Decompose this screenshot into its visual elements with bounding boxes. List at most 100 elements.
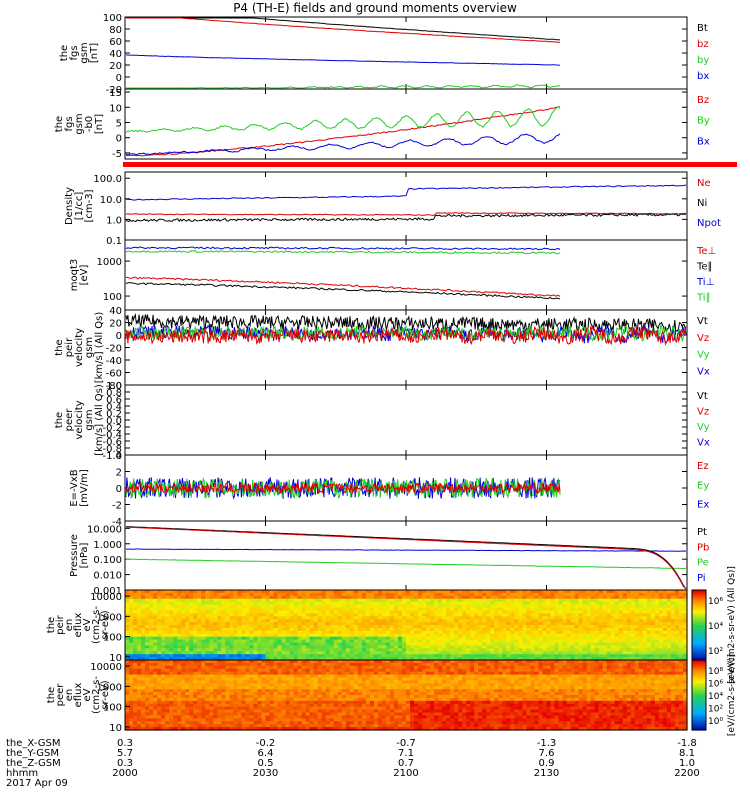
spectrogram-cell	[658, 601, 664, 606]
spectrogram-cell	[173, 668, 178, 673]
spectrogram-cell	[157, 604, 162, 609]
spectrogram-cell	[574, 625, 580, 629]
spectrogram-cell	[241, 592, 247, 597]
spectrogram-cell	[185, 627, 190, 632]
spectrogram-cell	[253, 727, 259, 731]
spectrogram-cell	[337, 721, 343, 725]
spectrogram-cell	[502, 619, 507, 623]
spectrogram-cell	[289, 706, 295, 711]
spectrogram-cell	[129, 657, 134, 661]
spectrogram-cell	[273, 695, 279, 699]
page-title: P4 (TH-E) fields and ground moments over…	[233, 1, 517, 15]
spectrogram-cell	[313, 712, 319, 717]
spectrogram-cell	[353, 616, 359, 620]
spectrogram-cell	[329, 689, 335, 693]
spectrogram-cell	[261, 674, 267, 679]
spectrogram-cell	[466, 590, 471, 594]
spectrogram-cell	[149, 642, 154, 647]
spectrogram-cell	[566, 590, 572, 594]
spectrogram-cell	[337, 639, 343, 644]
spectrogram-cell	[305, 727, 311, 731]
spectrogram-cell	[418, 630, 423, 635]
spectrogram-cell	[225, 677, 230, 682]
spectrogram-cell	[177, 616, 182, 620]
spectrogram-cell	[666, 636, 672, 641]
spectrogram-cell	[189, 677, 194, 682]
spectrogram-cell	[377, 616, 383, 620]
spectrogram-cell	[446, 636, 451, 641]
spectrogram-cell	[385, 630, 391, 635]
spectrogram-cell	[430, 595, 435, 600]
spectrogram-cell	[153, 662, 158, 667]
spectrogram-cell	[233, 671, 238, 676]
spectrogram-cell	[201, 665, 206, 670]
spectrogram-cell	[602, 651, 608, 655]
spectrogram-cell	[602, 639, 608, 644]
spectrogram-cell	[305, 604, 311, 609]
spectrogram-cell	[145, 686, 150, 690]
spectrogram-cell	[578, 613, 584, 617]
y-axis-label: the peir velocity gsm [km/s] (All Qs)	[54, 312, 105, 384]
spectrogram-cell	[213, 683, 218, 687]
spectrogram-cell	[285, 709, 291, 714]
spectrogram-cell	[578, 610, 584, 614]
legend-entry: Vx	[697, 438, 710, 449]
spectrogram-cell	[458, 657, 463, 661]
spectrogram-cell	[213, 625, 218, 629]
spectrogram-cell	[313, 645, 319, 649]
spectrogram-cell	[345, 625, 351, 629]
spectrogram-cell	[658, 654, 664, 658]
spectrogram-cell	[309, 616, 315, 620]
spectrogram-cell	[369, 636, 375, 641]
spectrogram-cell	[173, 709, 178, 714]
spectrogram-cell	[634, 645, 640, 649]
spectrogram-cell	[157, 622, 162, 626]
spectrogram-cell	[277, 683, 283, 687]
spectrogram-cell	[598, 648, 604, 652]
spectrogram-cell	[341, 619, 347, 623]
spectrogram-cell	[281, 706, 287, 711]
spectrogram-cell	[173, 604, 178, 609]
spectrogram-cell	[522, 645, 528, 649]
spectrogram-cell	[353, 619, 359, 623]
spectrogram-cell	[574, 601, 580, 606]
spectrogram-cell	[389, 630, 395, 635]
spectrogram-cell	[385, 598, 391, 603]
spectrogram-cell	[193, 645, 198, 649]
spectrogram-cell	[277, 598, 283, 603]
spectrogram-cell	[125, 721, 130, 725]
spectrogram-cell	[578, 616, 584, 620]
spectrogram-cell	[418, 633, 423, 638]
spectrogram-cell	[650, 622, 656, 626]
series-line	[125, 250, 561, 255]
spectrogram-cell	[153, 703, 158, 708]
spectrogram-cell	[301, 639, 307, 644]
spectrogram-cell	[401, 601, 407, 606]
spectrogram-cell	[165, 613, 170, 617]
spectrogram-cell	[313, 677, 319, 682]
spectrogram-cell	[213, 636, 218, 641]
spectrogram-cell	[434, 622, 439, 626]
spectrogram-cell	[658, 616, 664, 620]
spectrogram-cell	[277, 715, 283, 719]
spectrogram-cell	[301, 677, 307, 682]
spectrogram-cell	[137, 706, 142, 711]
spectrogram-cell	[594, 604, 600, 609]
spectrogram-cell	[530, 625, 536, 629]
spectrogram-cell	[666, 592, 672, 597]
spectrogram-cell	[229, 660, 234, 664]
spectrogram-cell	[422, 610, 427, 614]
spectrogram-cell	[273, 607, 279, 612]
spectrogram-cell	[141, 677, 146, 682]
spectrogram-cell	[498, 625, 503, 629]
spectrogram-cell	[602, 592, 608, 597]
y-tick-label: 4	[116, 451, 122, 462]
spectrogram-cell	[153, 700, 158, 705]
spectrogram-cell	[229, 674, 234, 679]
spectrogram-cell	[209, 660, 214, 664]
spectrogram-cell	[193, 619, 198, 623]
spectrogram-cell	[289, 671, 295, 676]
spectrogram-cell	[197, 654, 202, 658]
spectrogram-cell	[197, 625, 202, 629]
spectrogram-cell	[534, 636, 540, 641]
